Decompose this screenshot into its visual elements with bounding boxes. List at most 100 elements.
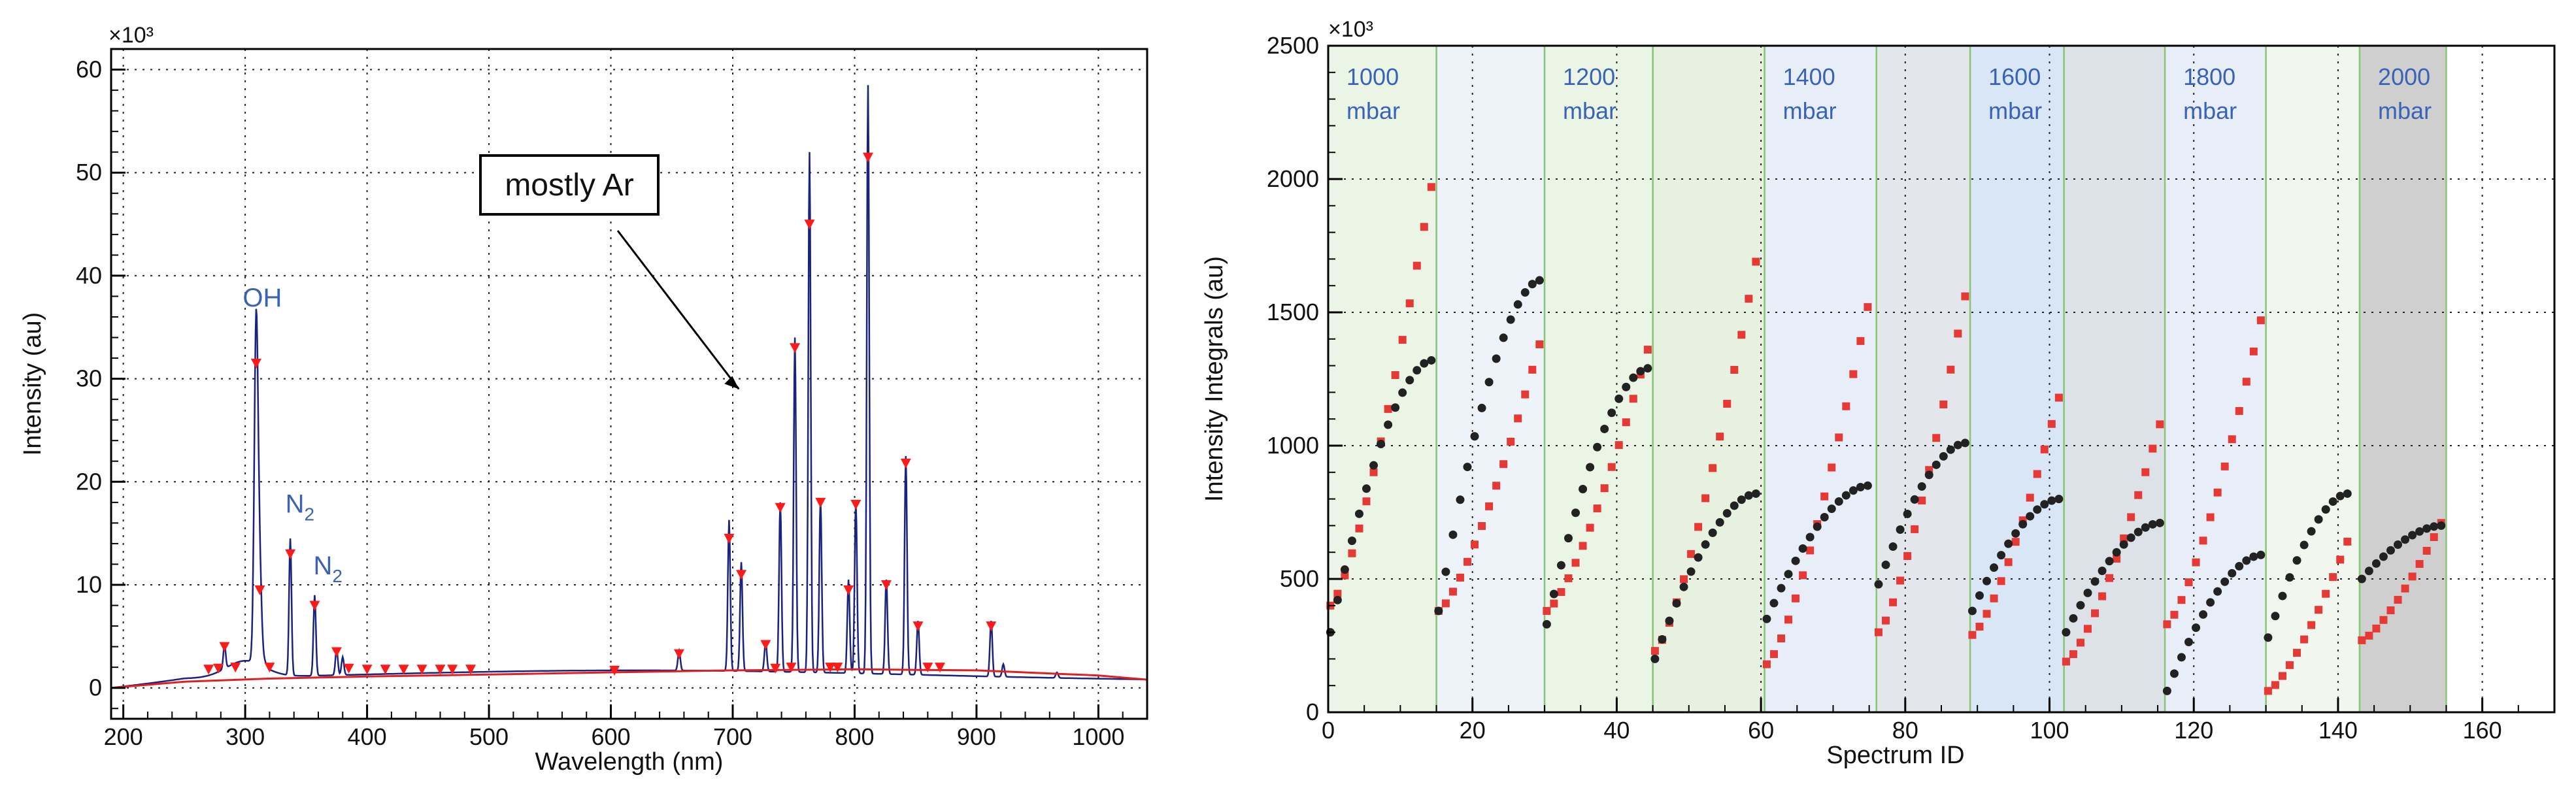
black-circle-point bbox=[1967, 606, 1977, 616]
pressure-unit: mbar bbox=[1783, 97, 1837, 124]
black-circle-point bbox=[2105, 557, 2114, 566]
peak-marker bbox=[203, 665, 214, 675]
black-circle-point bbox=[2364, 567, 2373, 576]
red-square-point bbox=[1629, 395, 1637, 403]
black-circle-point bbox=[1896, 525, 1905, 535]
black-circle-point bbox=[1586, 463, 1595, 472]
red-square-point bbox=[1903, 551, 1912, 560]
red-square-point bbox=[1820, 492, 1829, 501]
x-tick-label: 40 bbox=[1603, 717, 1630, 744]
black-circle-point bbox=[1744, 491, 1753, 500]
pressure-value: 1400 bbox=[1783, 63, 1835, 90]
peak-marker bbox=[935, 663, 945, 673]
black-circle-point bbox=[1579, 484, 1588, 493]
red-square-point bbox=[2249, 347, 2258, 355]
callout-box bbox=[479, 154, 660, 216]
red-square-point bbox=[2091, 609, 2099, 617]
red-square-point bbox=[1889, 598, 1898, 606]
red-square-point bbox=[2264, 687, 2272, 695]
red-square-point bbox=[2177, 596, 2186, 604]
red-square-point bbox=[1849, 370, 1858, 378]
black-circle-point bbox=[1932, 460, 1941, 469]
red-square-point bbox=[1982, 610, 1991, 618]
red-square-point bbox=[1918, 496, 1926, 504]
red-square-point bbox=[1341, 571, 1349, 580]
black-circle-point bbox=[1477, 403, 1486, 412]
pressure-band bbox=[2165, 46, 2266, 712]
black-circle-point bbox=[2300, 540, 2309, 550]
red-square-point bbox=[2084, 625, 2092, 633]
red-square-point bbox=[2033, 470, 2041, 478]
pressure-band bbox=[1764, 46, 1877, 712]
red-square-point bbox=[1384, 404, 1392, 413]
pressure-value: 1200 bbox=[1563, 63, 1615, 90]
peak-marker bbox=[285, 549, 296, 559]
x-tick-label: 600 bbox=[591, 723, 630, 750]
black-circle-point bbox=[1542, 619, 1551, 629]
y-tick-label: 50 bbox=[76, 159, 102, 186]
red-square-point bbox=[1398, 336, 1407, 344]
peak-marker bbox=[435, 665, 446, 675]
black-circle-point bbox=[2062, 628, 2071, 637]
black-circle-point bbox=[1448, 530, 1458, 539]
pressure-band bbox=[2360, 46, 2447, 712]
black-circle-point bbox=[1354, 509, 1363, 518]
peak-marker bbox=[380, 665, 391, 675]
pressure-band bbox=[1328, 46, 1437, 712]
pressure-band bbox=[2064, 46, 2166, 712]
black-circle-point bbox=[2328, 497, 2337, 506]
peak-marker bbox=[825, 663, 836, 673]
red-square-point bbox=[2315, 606, 2323, 614]
red-square-point bbox=[1355, 524, 1363, 533]
red-square-point bbox=[1478, 521, 1486, 530]
red-square-point bbox=[1835, 433, 1843, 442]
black-circle-point bbox=[1528, 280, 1537, 289]
y-axis-label: Intensity Integrals (au) bbox=[1201, 256, 1228, 502]
black-circle-point bbox=[2199, 610, 2208, 619]
red-square-point bbox=[1550, 599, 1558, 608]
y-tick-label: 60 bbox=[76, 56, 102, 83]
red-square-point bbox=[1777, 634, 1786, 643]
red-square-point bbox=[1614, 441, 1623, 450]
red-square-point bbox=[2430, 533, 2438, 541]
red-square-point bbox=[2163, 620, 2171, 629]
red-square-point bbox=[1521, 390, 1530, 399]
pressure-unit: mbar bbox=[1563, 97, 1616, 124]
black-circle-point bbox=[2307, 527, 2316, 536]
red-square-point bbox=[1975, 622, 1984, 631]
peak-marker bbox=[922, 663, 933, 673]
black-circle-point bbox=[2184, 637, 2194, 646]
pressure-value: 1600 bbox=[1988, 63, 2041, 90]
red-square-point bbox=[2293, 649, 2301, 657]
black-circle-point bbox=[2155, 518, 2164, 527]
black-circle-point bbox=[2148, 519, 2157, 529]
red-square-point bbox=[2286, 661, 2294, 669]
black-circle-point bbox=[1377, 440, 1386, 449]
red-square-point bbox=[1990, 594, 1998, 602]
peak-marker bbox=[343, 663, 354, 674]
red-square-point bbox=[1752, 257, 1760, 266]
red-square-point bbox=[1709, 464, 1717, 472]
black-circle-point bbox=[2321, 505, 2330, 514]
black-circle-point bbox=[1975, 591, 1984, 600]
black-circle-point bbox=[1384, 420, 1393, 429]
black-circle-point bbox=[1600, 424, 1609, 433]
red-square-point bbox=[2278, 672, 2286, 680]
red-square-point bbox=[1842, 402, 1850, 410]
peak-marker bbox=[331, 647, 342, 657]
peak-marker bbox=[254, 585, 265, 595]
red-square-point bbox=[1643, 346, 1652, 354]
peak-marker bbox=[843, 585, 854, 595]
black-circle-point bbox=[2415, 527, 2424, 536]
red-square-point bbox=[2113, 555, 2121, 563]
red-square-point bbox=[2141, 468, 2150, 476]
black-circle-point bbox=[1484, 378, 1494, 387]
red-square-point bbox=[1571, 559, 1580, 567]
black-circle-point bbox=[1463, 463, 1472, 472]
plot-frame bbox=[110, 48, 1148, 720]
black-circle-point bbox=[1813, 522, 1822, 531]
black-circle-point bbox=[1650, 654, 1660, 663]
y-tick-label: 0 bbox=[89, 674, 102, 701]
black-circle-point bbox=[1863, 481, 1872, 490]
black-circle-point bbox=[2018, 519, 2028, 529]
